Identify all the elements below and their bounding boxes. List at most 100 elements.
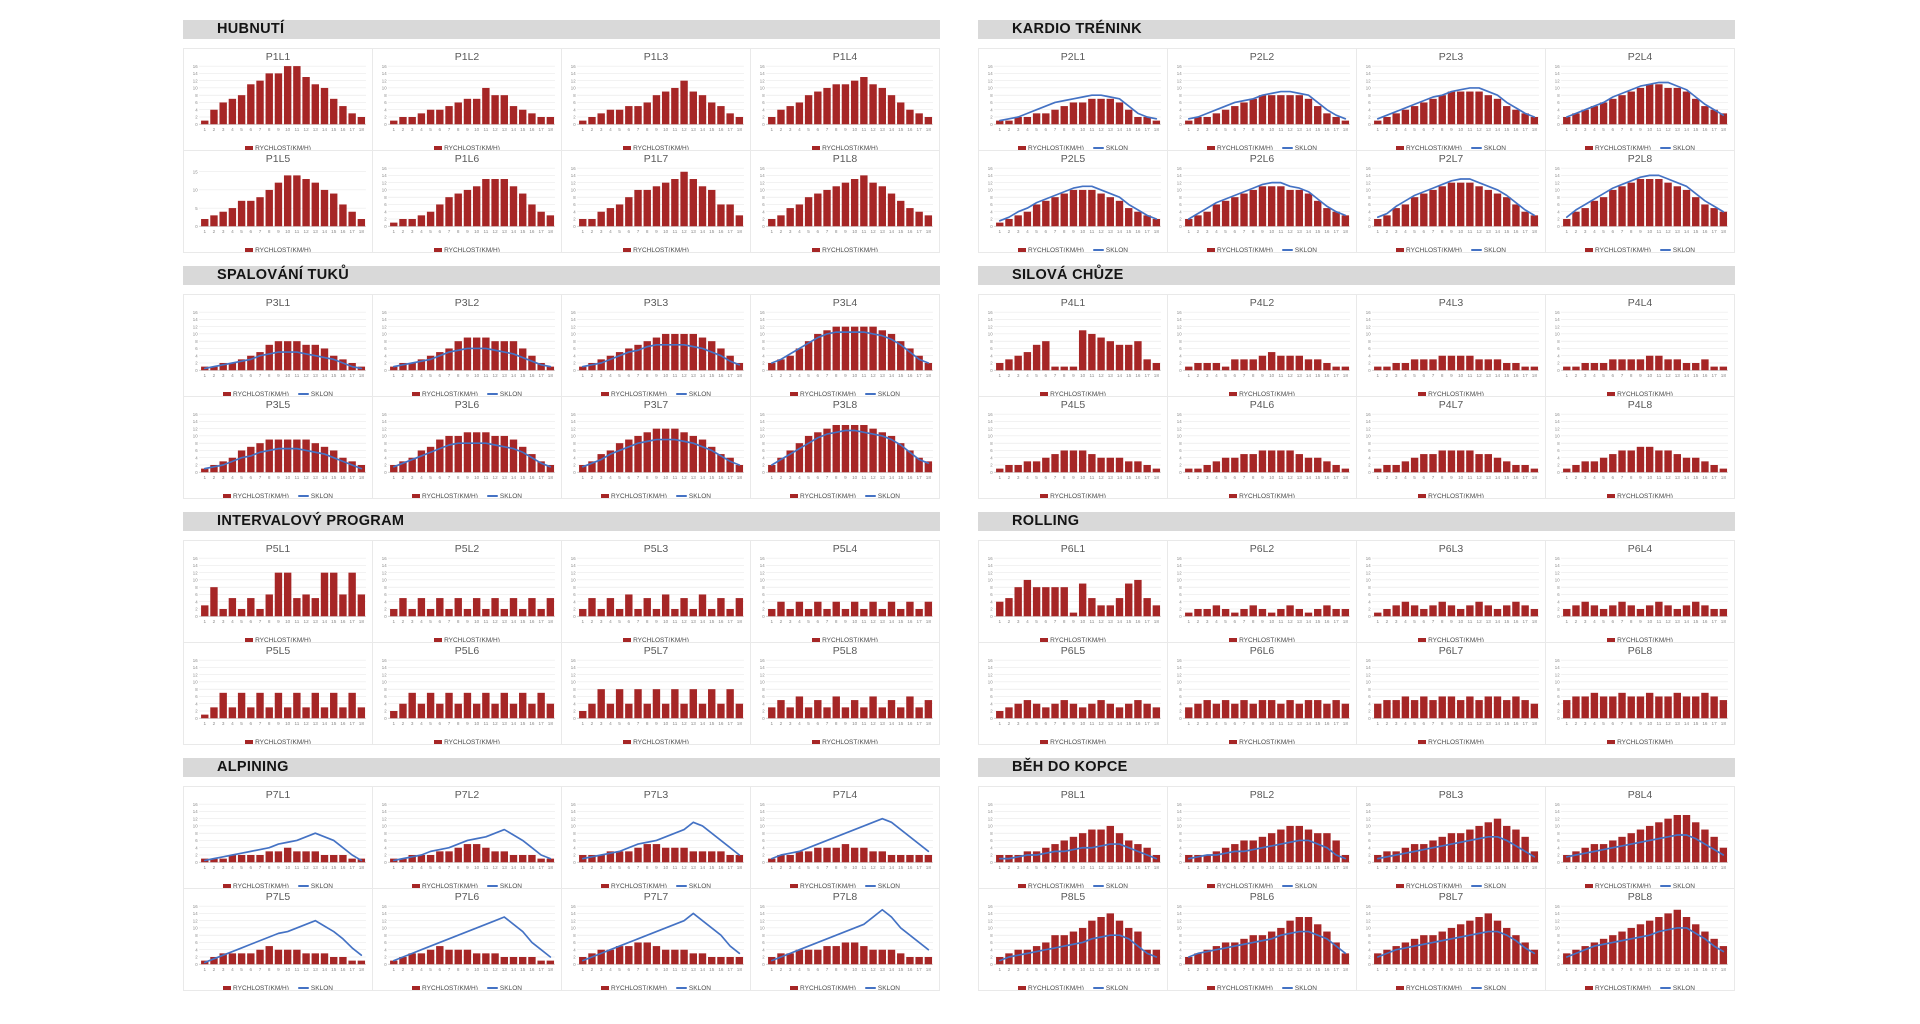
legend-speed-label: RYCHLOST(KM/H): [822, 636, 878, 643]
svg-text:15: 15: [331, 619, 337, 625]
svg-text:16: 16: [907, 967, 913, 973]
svg-text:0: 0: [1179, 614, 1182, 619]
svg-text:13: 13: [502, 721, 508, 727]
svg-text:11: 11: [1089, 721, 1094, 727]
svg-text:16: 16: [988, 658, 993, 663]
chart-title: P5L7: [643, 645, 669, 657]
svg-text:0: 0: [990, 962, 993, 967]
chart-title: P3L7: [643, 399, 669, 411]
svg-text:15: 15: [709, 229, 715, 235]
svg-text:0: 0: [573, 368, 576, 373]
svg-text:18: 18: [548, 127, 554, 133]
svg-text:0: 0: [573, 614, 576, 619]
svg-text:6: 6: [1612, 229, 1615, 235]
gridlines: [766, 413, 933, 473]
svg-text:2: 2: [1557, 709, 1560, 714]
svg-text:1: 1: [203, 127, 206, 133]
svg-text:14: 14: [760, 317, 765, 322]
legend-item-speed: RYCHLOST(KM/H): [790, 493, 856, 498]
svg-text:10: 10: [1647, 475, 1653, 481]
svg-text:4: 4: [609, 373, 612, 379]
legend-bar-swatch-icon: [1018, 986, 1027, 990]
svg-text:10: 10: [1647, 127, 1653, 133]
svg-text:12: 12: [760, 180, 765, 185]
svg-text:6: 6: [990, 838, 993, 843]
svg-text:3: 3: [1017, 127, 1020, 133]
svg-text:10: 10: [474, 865, 480, 871]
svg-text:10: 10: [1366, 332, 1371, 337]
svg-text:0: 0: [195, 962, 198, 967]
chart-title: P5L3: [643, 543, 669, 555]
svg-text:14: 14: [382, 173, 387, 178]
legend-slope-label: SKLON: [499, 390, 522, 397]
bar-series: [1563, 601, 1728, 617]
svg-text:5: 5: [1413, 967, 1416, 973]
svg-text:4: 4: [231, 865, 234, 871]
gridlines: [1183, 557, 1350, 617]
svg-text:0: 0: [1368, 470, 1371, 475]
svg-text:5: 5: [1035, 865, 1038, 871]
svg-text:14: 14: [1495, 967, 1501, 973]
legend-item-speed: RYCHLOST(KM/H): [1207, 883, 1273, 888]
svg-text:8: 8: [1179, 831, 1182, 836]
legend-item-speed: RYCHLOST(KM/H): [623, 247, 689, 252]
svg-text:10: 10: [1647, 721, 1653, 727]
svg-text:8: 8: [1368, 585, 1371, 590]
svg-text:6: 6: [439, 229, 442, 235]
legend-item-speed: RYCHLOST(KM/H): [434, 247, 500, 252]
svg-text:2: 2: [762, 115, 765, 120]
svg-text:9: 9: [844, 967, 847, 973]
svg-text:8: 8: [1252, 967, 1255, 973]
svg-text:12: 12: [492, 475, 498, 481]
legend-bar-swatch-icon: [1396, 248, 1405, 252]
svg-text:10: 10: [474, 127, 480, 133]
svg-text:4: 4: [1557, 209, 1560, 214]
chart-cell-p3l7: P3L7 16 14 12 10 8 6 4 2 0 1 2 3 4 5 6 7 8 9 10 11 12 13 14 15 16…: [562, 397, 751, 499]
svg-text:7: 7: [1621, 619, 1624, 625]
svg-text:2: 2: [1179, 463, 1182, 468]
svg-text:11: 11: [294, 619, 299, 625]
gridlines: [577, 413, 744, 473]
svg-text:14: 14: [1366, 911, 1371, 916]
svg-text:12: 12: [1555, 324, 1560, 329]
svg-text:14: 14: [1306, 721, 1312, 727]
svg-text:3: 3: [789, 865, 792, 871]
svg-text:10: 10: [285, 865, 291, 871]
svg-text:18: 18: [548, 721, 554, 727]
svg-text:2: 2: [573, 607, 576, 612]
svg-text:18: 18: [1343, 967, 1349, 973]
gridlines: [577, 905, 744, 965]
svg-text:4: 4: [1215, 865, 1218, 871]
svg-text:7: 7: [1243, 619, 1246, 625]
x-axis-ticks: 1 2 3 4 5 6 7 8 9 10 11 12 13 14 15 16 17 18: [1565, 721, 1726, 727]
chart-title: P6L6: [1249, 645, 1275, 657]
svg-text:7: 7: [1432, 721, 1435, 727]
legend-item-speed: RYCHLOST(KM/H): [623, 739, 689, 744]
svg-text:17: 17: [350, 229, 356, 235]
svg-text:16: 16: [193, 904, 198, 909]
svg-text:15: 15: [1693, 619, 1699, 625]
chart-legend: RYCHLOST(KM/H): [1170, 737, 1354, 744]
x-axis-ticks: 1 2 3 4 5 6 7 8 9 10 11 12 13 14 15 16 17 18: [1565, 967, 1726, 973]
svg-text:11: 11: [672, 721, 677, 727]
svg-text:4: 4: [195, 353, 198, 358]
bar-series: [579, 942, 744, 965]
bar-series: [1374, 355, 1539, 371]
svg-text:12: 12: [1665, 229, 1671, 235]
svg-text:3: 3: [411, 721, 414, 727]
svg-text:8: 8: [1252, 229, 1255, 235]
x-axis-ticks: 1 2 3 4 5 6 7 8 9 10 11 12 13 14 15 16 17 18: [1187, 373, 1348, 379]
svg-text:12: 12: [1555, 426, 1560, 431]
svg-text:8: 8: [384, 585, 387, 590]
svg-text:15: 15: [898, 721, 904, 727]
svg-text:14: 14: [1684, 967, 1690, 973]
svg-text:18: 18: [1532, 373, 1538, 379]
chart-legend: RYCHLOST(KM/H) SKLON: [186, 983, 370, 990]
legend-bar-swatch-icon: [623, 248, 632, 252]
